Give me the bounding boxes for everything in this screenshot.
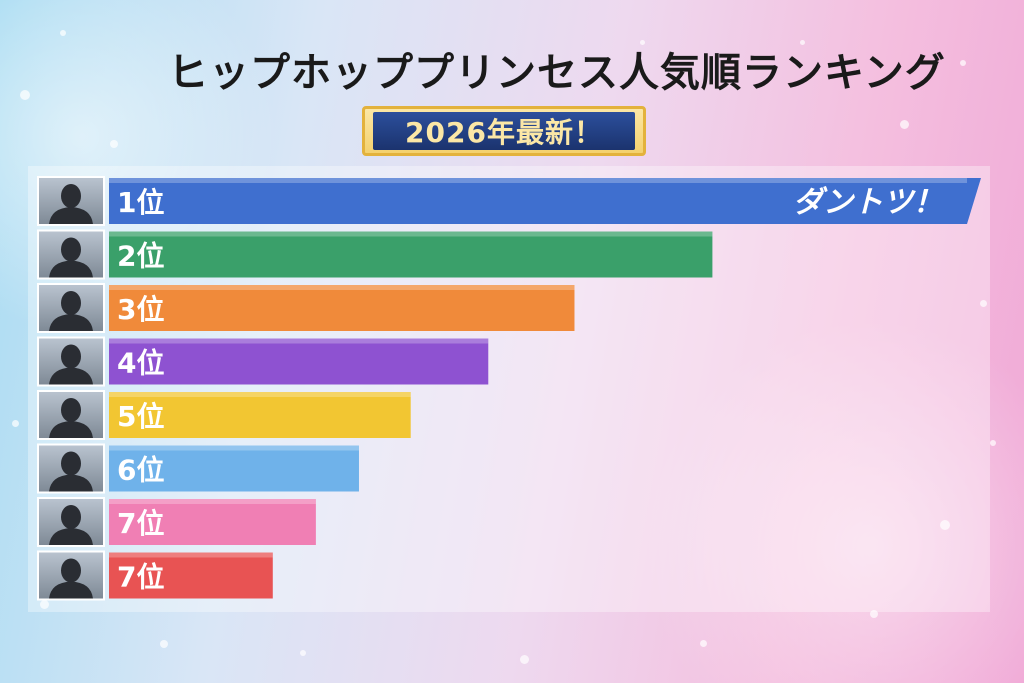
rank-label: 7位 xyxy=(117,507,164,540)
silhouette-icon xyxy=(61,558,81,583)
annotation-label: ダントツ！ xyxy=(793,185,943,220)
bar xyxy=(109,445,359,492)
silhouette-icon xyxy=(49,314,93,331)
sparkle xyxy=(20,90,30,100)
bar-highlight xyxy=(109,178,967,183)
bar-highlight xyxy=(109,231,713,237)
bar-highlight xyxy=(109,285,575,290)
silhouette-icon xyxy=(49,207,93,224)
sparkle xyxy=(520,655,529,664)
bar xyxy=(109,392,411,438)
silhouette-icon xyxy=(61,291,81,315)
rank-label: 4位 xyxy=(117,347,164,380)
silhouette-icon xyxy=(61,398,81,422)
bar xyxy=(109,178,981,224)
sparkle xyxy=(980,300,987,307)
sparkle xyxy=(640,40,645,45)
silhouette-icon xyxy=(61,451,81,476)
silhouette-icon xyxy=(61,184,81,208)
sparkle xyxy=(800,40,805,45)
bar-highlight xyxy=(109,392,411,397)
bar xyxy=(109,231,713,278)
bar xyxy=(109,338,489,385)
rank-label: 2位 xyxy=(117,240,164,273)
sparkle xyxy=(60,30,66,36)
bar-highlight xyxy=(109,552,273,558)
silhouette-icon xyxy=(49,528,93,545)
rank-label: 6位 xyxy=(117,454,164,487)
bar xyxy=(109,285,575,331)
year-badge-inner: 2026年最新！ xyxy=(373,112,635,150)
sparkle xyxy=(960,60,966,66)
silhouette-icon xyxy=(61,344,81,369)
rank-label: 3位 xyxy=(117,293,164,326)
silhouette-icon xyxy=(61,237,81,262)
year-badge-label: 2026年最新！ xyxy=(405,116,603,149)
sparkle xyxy=(40,600,49,609)
sparkle xyxy=(110,140,118,148)
silhouette-icon xyxy=(49,260,93,278)
sparkle xyxy=(12,420,19,427)
sparkle xyxy=(990,440,996,446)
bar xyxy=(109,552,273,599)
sparkle xyxy=(160,640,168,648)
year-badge: 2026年最新！ xyxy=(362,106,646,156)
rank-label: 1位 xyxy=(117,186,164,219)
bar-highlight xyxy=(109,499,316,504)
sparkle xyxy=(700,640,707,647)
silhouette-icon xyxy=(49,474,93,492)
page-title: ヒップホッププリンセス人気順ランキング xyxy=(168,50,946,96)
bar xyxy=(109,499,316,545)
bar-highlight xyxy=(109,445,359,451)
silhouette-icon xyxy=(49,367,93,385)
silhouette-icon xyxy=(49,581,93,599)
sparkle xyxy=(300,650,306,656)
sparkle xyxy=(940,520,950,530)
ranking-chart-svg: 1位 ダントツ！ 2位 3位 4位 5位 6位 7位 7位 xyxy=(37,176,981,601)
silhouette-icon xyxy=(49,421,93,438)
ranking-chart: 1位 ダントツ！ 2位 3位 4位 5位 6位 7位 7位 xyxy=(28,166,990,612)
silhouette-icon xyxy=(61,505,81,529)
rank-label: 5位 xyxy=(117,400,164,433)
sparkle xyxy=(900,120,909,129)
sparkle xyxy=(870,610,878,618)
rank-label: 7位 xyxy=(117,561,164,594)
bar-highlight xyxy=(109,338,489,344)
